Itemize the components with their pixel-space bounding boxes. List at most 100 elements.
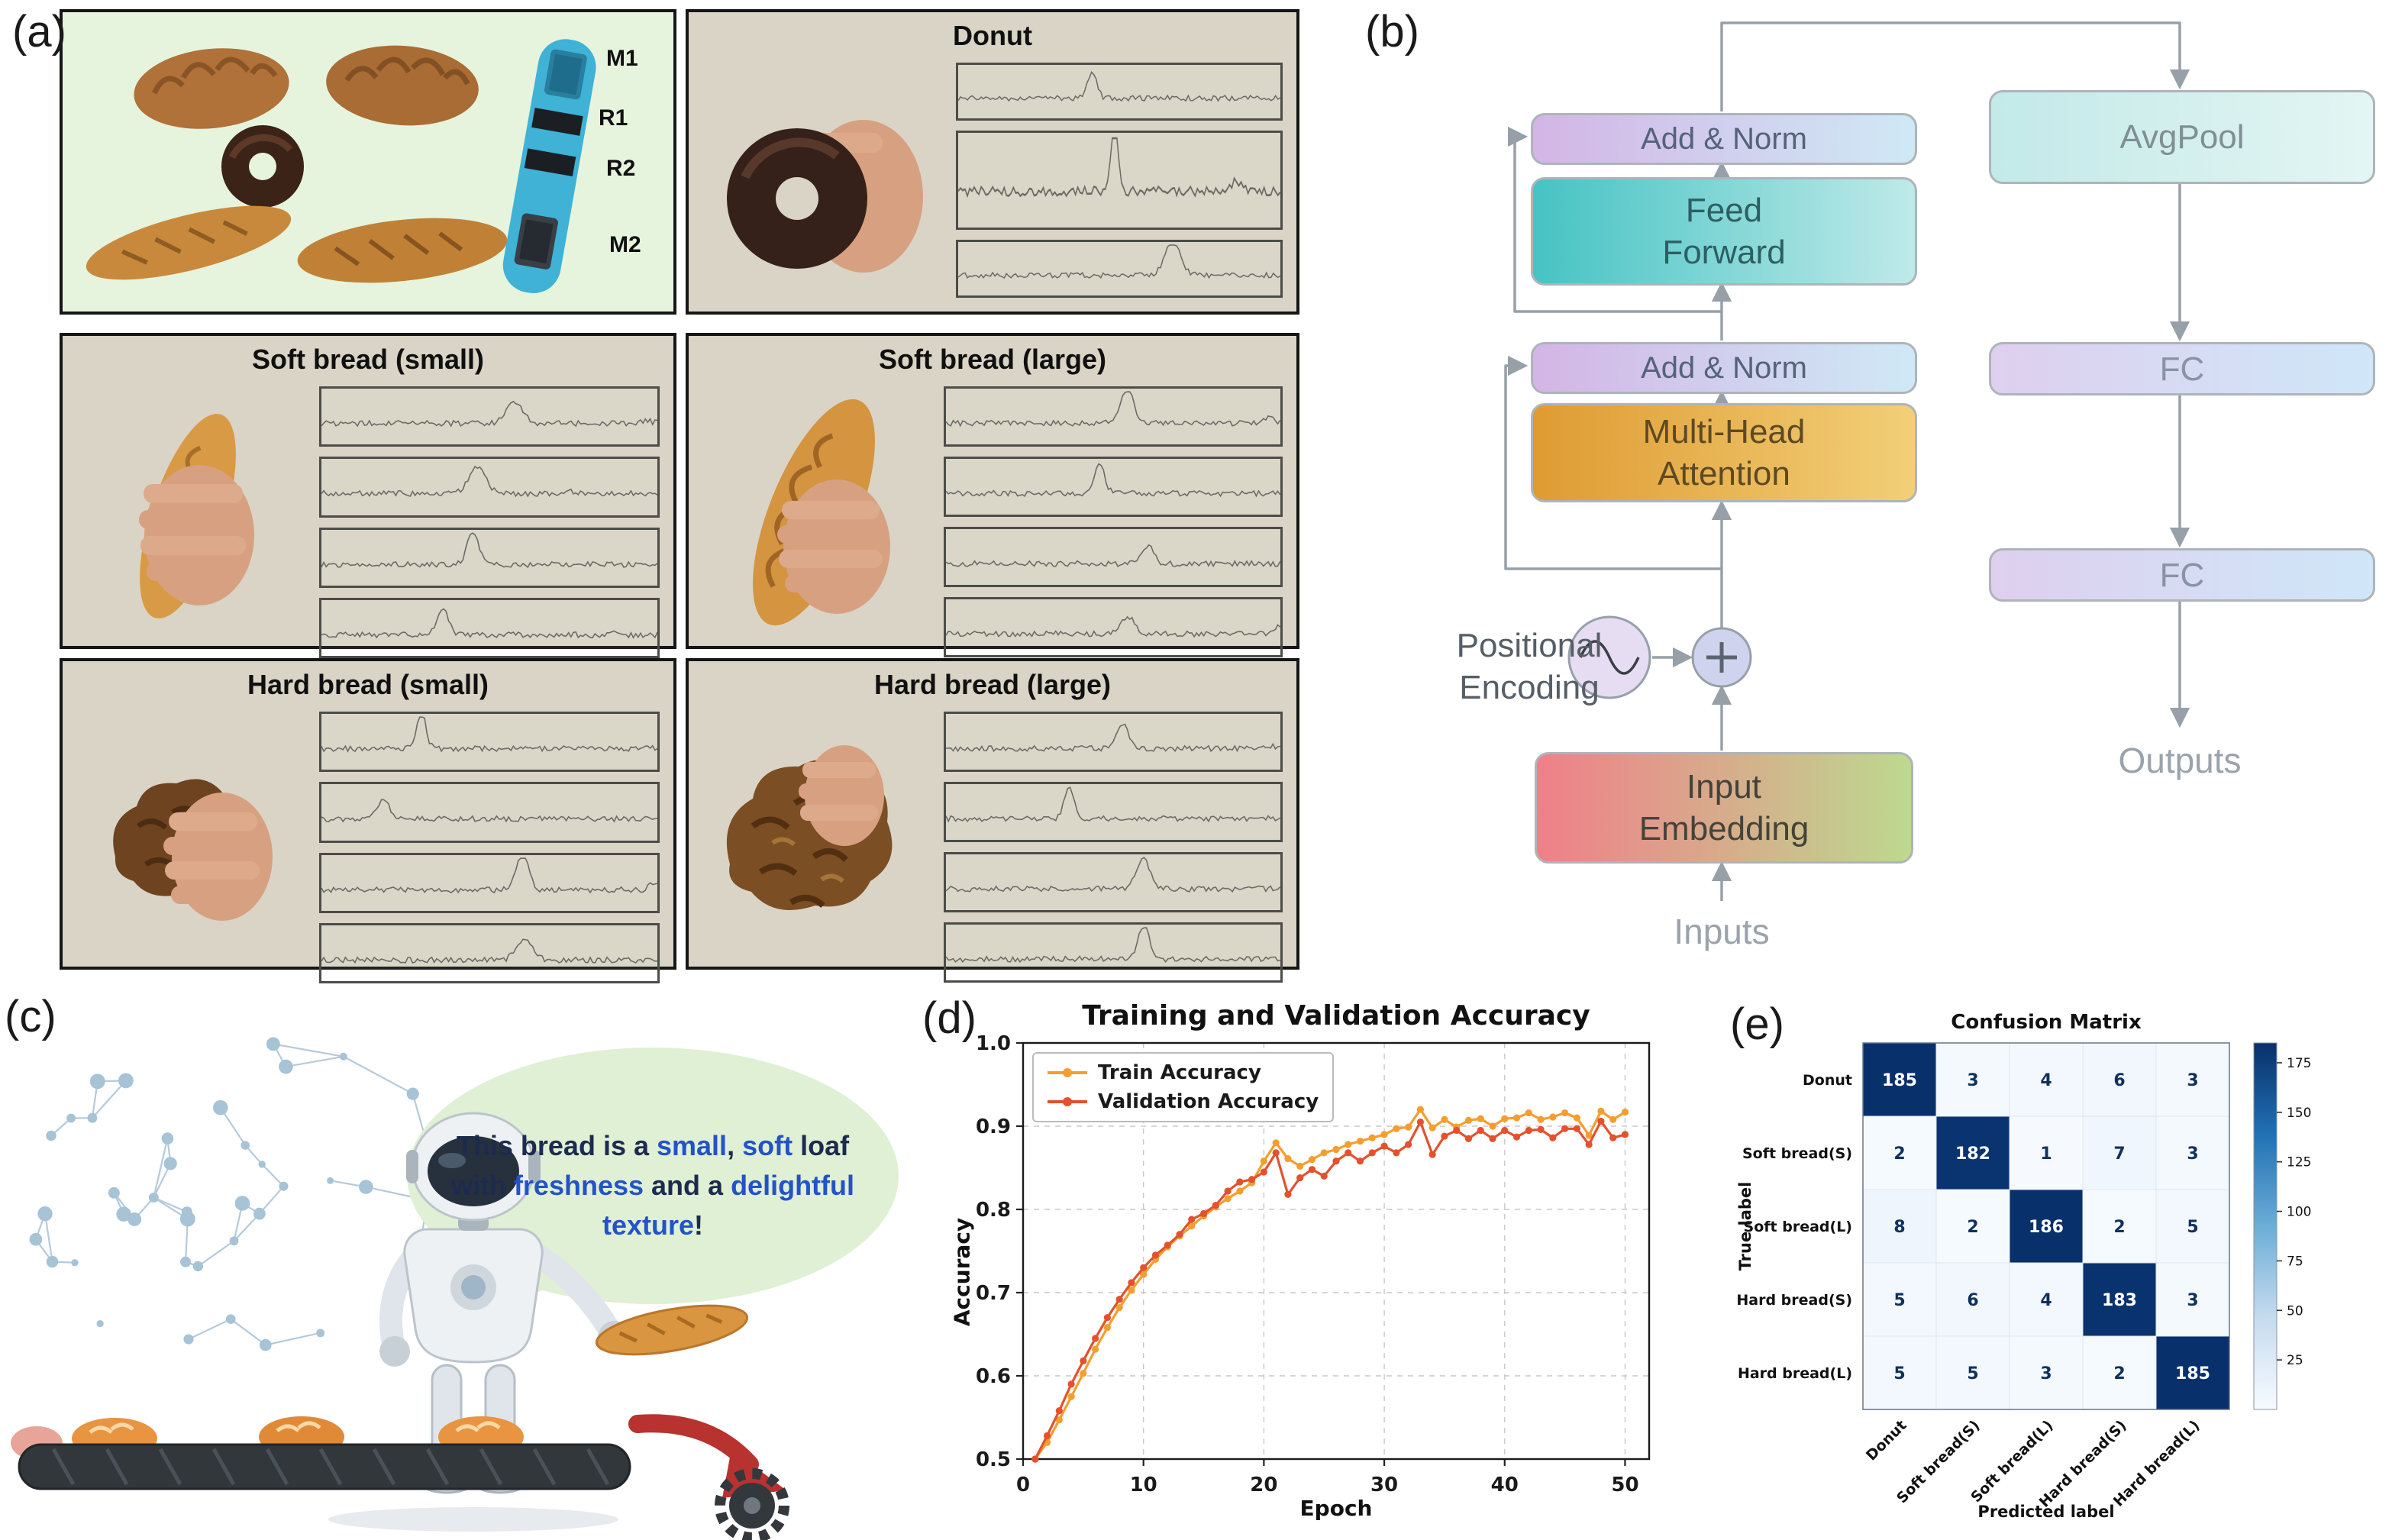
soft-bread-small-photo [139, 414, 254, 618]
svg-text:50: 50 [2287, 1303, 2303, 1319]
outputs-label: Outputs [2118, 741, 2242, 780]
svg-text:7: 7 [2113, 1145, 2125, 1164]
colorbar [2253, 1042, 2277, 1410]
inputs-label: Inputs [1674, 912, 1770, 951]
avgpool-block: AvgPool [1989, 90, 2375, 184]
svg-text:100: 100 [2287, 1205, 2311, 1220]
matrix-cell [1935, 1115, 2010, 1190]
svg-text:Soft bread(L): Soft bread(L) [1744, 1219, 1852, 1235]
svg-text:Soft bread(S): Soft bread(S) [1742, 1145, 1852, 1162]
panel-e-label: (e) [1730, 999, 1784, 1049]
panel-b-label: (b) [1365, 7, 1419, 56]
speech-highlight: freshness [513, 1169, 644, 1201]
matrix-cell [2009, 1335, 2084, 1410]
x-axis-label: Predicted label [1977, 1503, 2115, 1521]
matrix-cell [1935, 1262, 2010, 1337]
panel-d-label: (d) [922, 993, 977, 1043]
svg-text:5: 5 [1967, 1364, 1978, 1383]
panel-c-label: (c) [5, 992, 56, 1041]
matrix-cell [1862, 1335, 1937, 1410]
svg-text:1: 1 [2040, 1145, 2052, 1164]
svg-text:3: 3 [1967, 1071, 1978, 1090]
matrix-cell [2009, 1115, 2084, 1190]
matrix-cell [2155, 1262, 2230, 1337]
sensor-label-m1: M1 [606, 46, 638, 71]
signal-trace [944, 596, 1283, 657]
svg-text:20: 20 [1250, 1474, 1277, 1496]
matrix-cell [1862, 1262, 1937, 1337]
x-axis-label: Epoch [1299, 1496, 1373, 1521]
svg-text:2: 2 [2113, 1364, 2125, 1383]
signal-trace [956, 239, 1283, 298]
legend-entry: Train Accuracy [1048, 1061, 1319, 1084]
legend-line-marker [1048, 1068, 1087, 1077]
sensor-label-r1: R1 [599, 105, 628, 131]
svg-text:2: 2 [1967, 1218, 1978, 1237]
add-plus-icon [1691, 627, 1752, 688]
donut-signal-panel: Donut [686, 9, 1299, 315]
svg-text:6: 6 [1967, 1291, 1978, 1310]
sensor-label-m2: M2 [609, 232, 641, 257]
speech-plain: and a [644, 1169, 731, 1201]
speech-highlight: delightful texture [602, 1169, 855, 1241]
matrix-cell [2082, 1189, 2157, 1264]
gear-icon [715, 1468, 789, 1540]
signal-trace [956, 63, 1283, 121]
svg-text:25: 25 [2287, 1353, 2303, 1368]
chart-legend: Train Accuracy Validation Accuracy [1032, 1052, 1335, 1122]
croissant-photo-1 [134, 48, 289, 129]
positional-encoding-label: Positional Encoding [1456, 627, 1603, 706]
svg-text:8: 8 [1893, 1218, 1905, 1237]
svg-text:Hard bread(L): Hard bread(L) [1738, 1365, 1852, 1382]
subpanel-title: Soft bread (large) [878, 344, 1107, 375]
svg-text:2: 2 [2113, 1218, 2125, 1237]
signal-trace [956, 131, 1283, 230]
svg-text:125: 125 [2287, 1155, 2311, 1170]
svg-text:5: 5 [1893, 1291, 1905, 1310]
conveyor-belt [11, 1416, 631, 1490]
baguette-photo-1 [86, 205, 292, 280]
speech-highlight: soft [742, 1129, 793, 1161]
signal-trace [944, 781, 1283, 842]
svg-text:4: 4 [2040, 1071, 2052, 1090]
svg-text:Donut: Donut [1863, 1417, 1909, 1464]
bread-in-robot-hand [595, 1304, 749, 1356]
svg-text:0: 0 [1016, 1474, 1030, 1496]
signal-trace [944, 712, 1283, 772]
matrix-cell [1862, 1189, 1937, 1264]
subpanel-title: Hard bread (large) [873, 669, 1112, 700]
svg-text:Hard bread(S): Hard bread(S) [1736, 1292, 1852, 1309]
matrix-cell [2009, 1189, 2084, 1264]
signal-trace [319, 852, 660, 913]
speech-plain: ! [694, 1209, 704, 1241]
matrix-cell [2155, 1042, 2230, 1117]
speech-plain: , [727, 1129, 743, 1161]
svg-text:182: 182 [1955, 1145, 1990, 1164]
chart-title: Training and Validation Accuracy [1082, 1000, 1590, 1032]
fc-top-block: FC [1989, 342, 2375, 395]
signal-trace [319, 597, 660, 659]
robot-scene [11, 1037, 899, 1540]
multi-head-attention-block: Multi-Head Attention [1531, 403, 1917, 502]
svg-text:50: 50 [1611, 1474, 1638, 1496]
neural-network-graphic [29, 1037, 452, 1351]
svg-text:75: 75 [2287, 1254, 2303, 1269]
svg-text:3: 3 [2187, 1071, 2198, 1090]
matrix-cell [2009, 1262, 2084, 1337]
matrix-cell [2082, 1042, 2157, 1117]
svg-text:30: 30 [1370, 1474, 1398, 1496]
matrix-cell [2009, 1042, 2084, 1117]
accuracy-plot-area: 0 10 20 30 40 50 0.5 0.6 0.7 0.8 0.9 1.0 [976, 1032, 1651, 1496]
bread-samples-photo [86, 39, 596, 293]
sensor-strip-photo [502, 39, 596, 293]
signal-trace [319, 782, 660, 843]
matrix-cell [2155, 1189, 2230, 1264]
fc-bottom-block: FC [1989, 548, 2375, 602]
speech-bubble-text: This bread is a small, soft loaf with fr… [439, 1075, 867, 1296]
svg-text:150: 150 [2287, 1106, 2311, 1121]
signal-trace [944, 526, 1283, 587]
soft-bread-large-photo [753, 399, 890, 626]
svg-text:2: 2 [1893, 1145, 1905, 1164]
svg-text:40: 40 [1491, 1474, 1519, 1496]
